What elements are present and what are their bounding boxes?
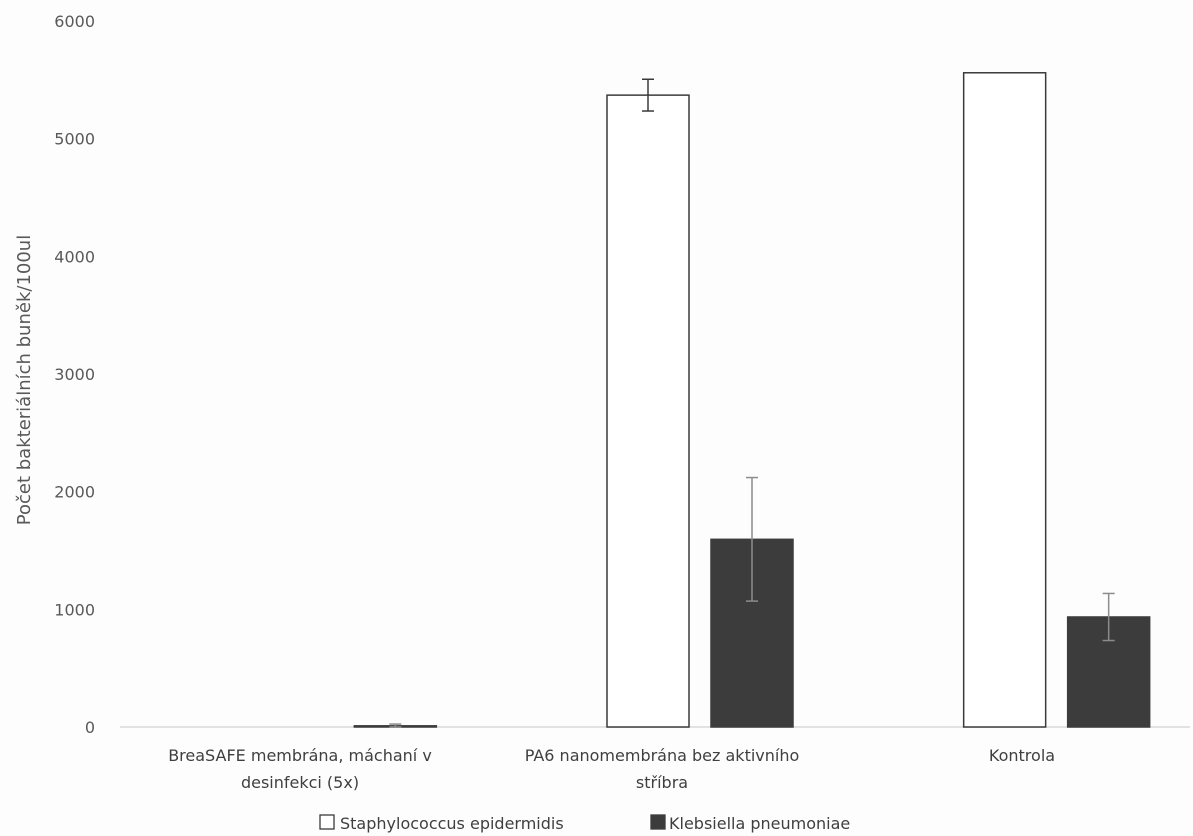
y-tick-label: 5000	[54, 130, 95, 149]
y-tick-label: 0	[85, 718, 95, 737]
bar	[1066, 616, 1151, 728]
bar	[962, 72, 1047, 728]
bar	[606, 94, 690, 728]
legend-label: Klebsiella pneumoniae	[669, 814, 850, 833]
x-category-label: PA6 nanomembrána bez aktivního	[525, 746, 800, 765]
x-category-label: BreaSAFE membrána, máchaní v	[168, 746, 432, 765]
legend: Staphylococcus epidermidis Klebsiella pne…	[319, 814, 850, 833]
y-tick-label: 1000	[54, 600, 95, 619]
legend-swatch	[650, 814, 666, 830]
bars-group	[353, 72, 1151, 728]
y-axis-ticks: 0 1000 2000 3000 4000 5000 6000	[54, 12, 95, 737]
y-axis-title: Počet bakteriálních buněk/100ul	[14, 235, 35, 525]
y-tick-label: 6000	[54, 12, 95, 31]
legend-swatch	[319, 814, 335, 830]
x-category-label: desinfekci (5x)	[241, 773, 359, 792]
y-tick-label: 2000	[54, 483, 95, 502]
y-tick-label: 3000	[54, 365, 95, 384]
legend-label: Staphylococcus epidermidis	[340, 814, 564, 833]
y-tick-label: 4000	[54, 247, 95, 266]
x-category-label: Kontrola	[989, 746, 1055, 765]
x-category-label: stříbra	[636, 773, 688, 792]
x-axis-category-labels: BreaSAFE membrána, máchaní v desinfekci (…	[168, 746, 1055, 792]
